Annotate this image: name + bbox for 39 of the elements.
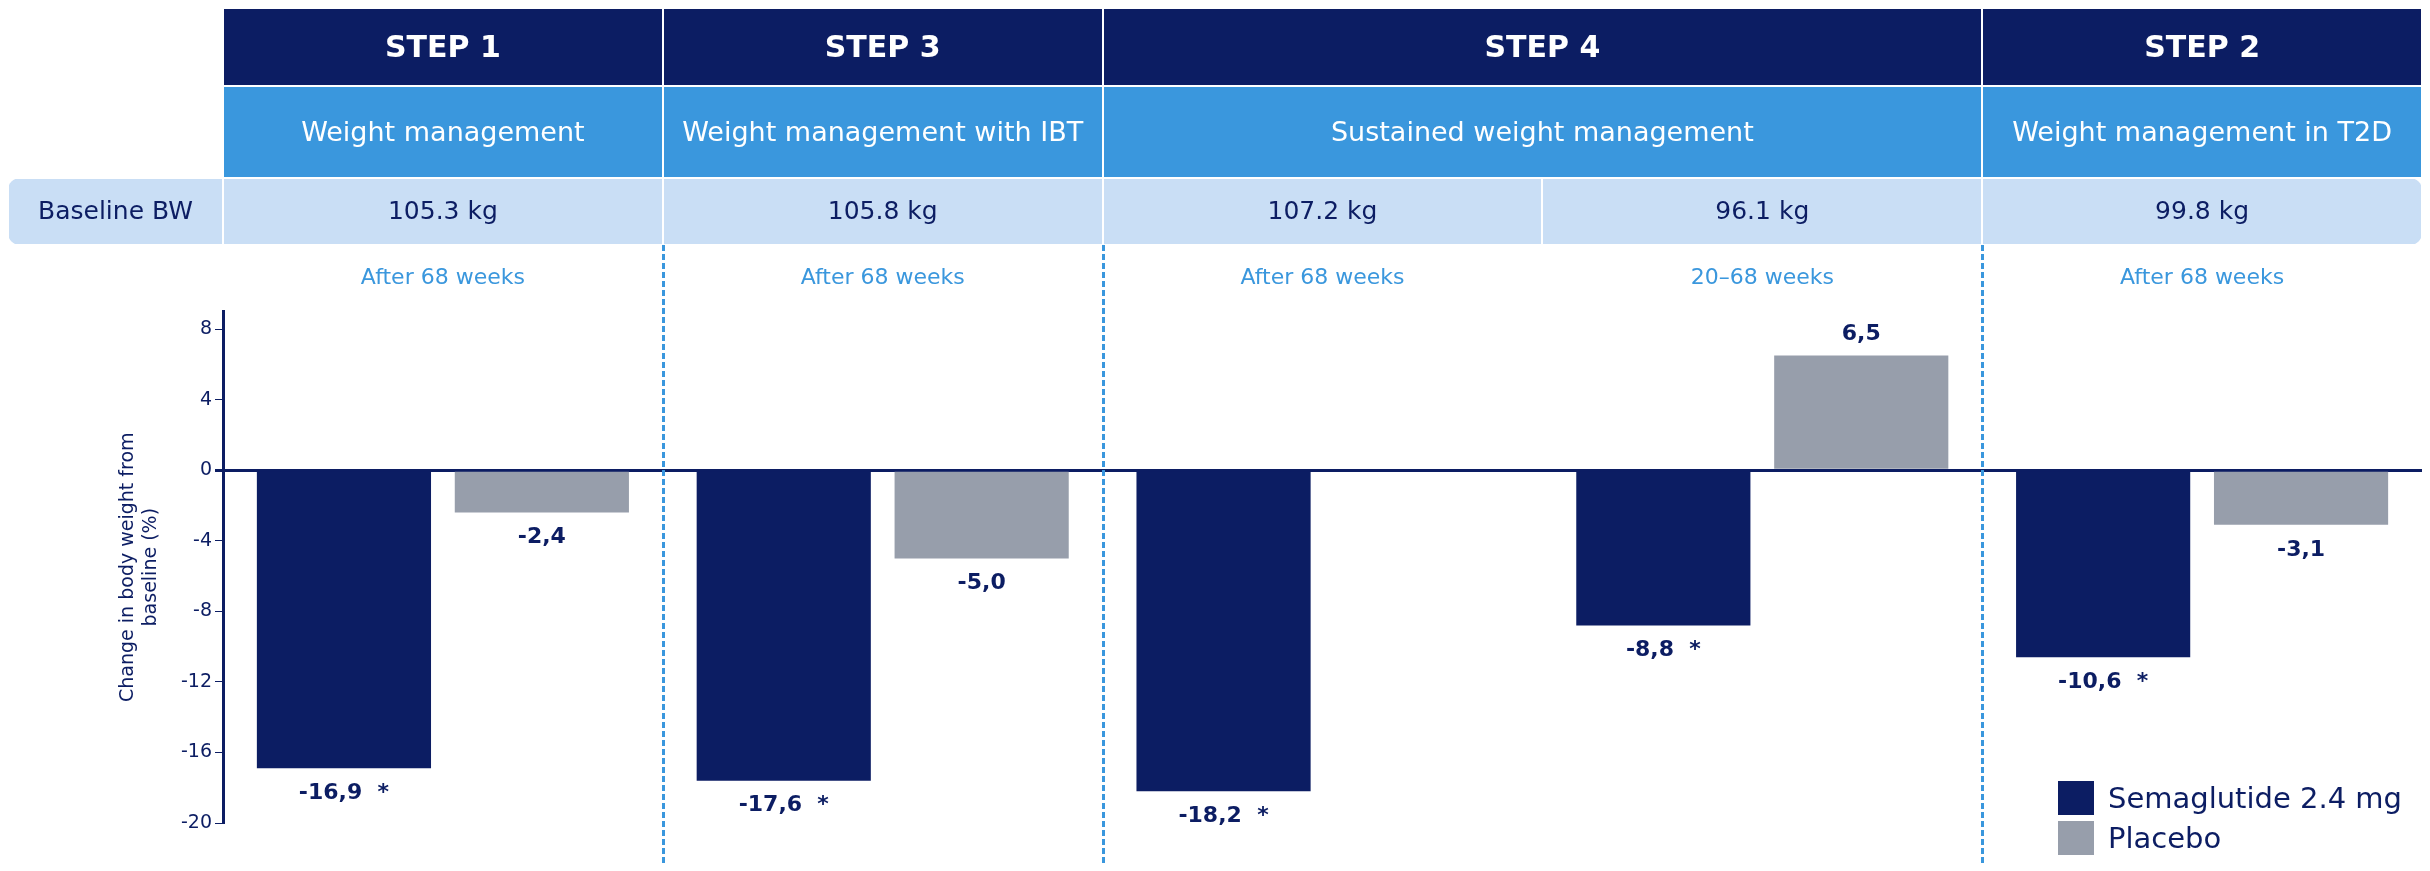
text: Weight management with IBT: [662, 86, 1103, 178]
data-label: 6,5: [1841, 320, 1881, 346]
text: Baseline BW: [8, 178, 223, 245]
data-label: -2,4: [517, 523, 566, 549]
data-label: -3,1: [2277, 535, 2326, 561]
text: 99.8 kg: [1982, 178, 2422, 245]
y-tick-label: -8: [193, 598, 212, 621]
data-label: -18,2 *: [1178, 801, 1270, 827]
y-tick-label: -20: [180, 809, 212, 832]
data-label: -8,8 *: [1625, 636, 1702, 662]
y-tick-label: -4: [193, 527, 212, 550]
y-axis-title: Change in body weight from baseline (%): [115, 432, 161, 702]
legend-label: Semaglutide 2.4 mg: [2107, 781, 2402, 815]
y-tick-label: 4: [199, 386, 212, 409]
y-tick-label: 8: [199, 315, 212, 338]
text: 105.8 kg: [662, 178, 1103, 245]
legend-label: Placebo: [2107, 821, 2222, 855]
y-tick-label: -12: [180, 668, 212, 691]
text: 107.2 kg: [1102, 178, 1543, 245]
text: STEP 4: [1102, 8, 1983, 86]
text: STEP 1: [223, 8, 663, 86]
text: STEP 3: [662, 8, 1103, 86]
x-tick-label: After 68 weeks: [1240, 263, 1405, 289]
data-label: -17,6 *: [738, 791, 830, 817]
data-label: -10,6 *: [2058, 667, 2149, 693]
x-tick-label: After 68 weeks: [2120, 263, 2285, 289]
y-tick-label: 0: [199, 457, 212, 480]
text: 105.3 kg: [223, 178, 663, 245]
text: Weight management: [223, 86, 663, 178]
data-label: -16,9 *: [298, 779, 390, 805]
x-tick-label: After 68 weeks: [360, 263, 525, 289]
text: Sustained weight management: [1102, 86, 1983, 178]
x-tick-label: After 68 weeks: [800, 263, 965, 289]
text: Weight management in T2D: [1982, 86, 2422, 178]
y-tick-label: -16: [180, 739, 212, 762]
text: 96.1 kg: [1542, 178, 1983, 245]
text: STEP 2: [1982, 8, 2422, 86]
data-label: -5,0: [957, 569, 1006, 595]
x-tick-label: 20–68 weeks: [1690, 263, 1834, 289]
